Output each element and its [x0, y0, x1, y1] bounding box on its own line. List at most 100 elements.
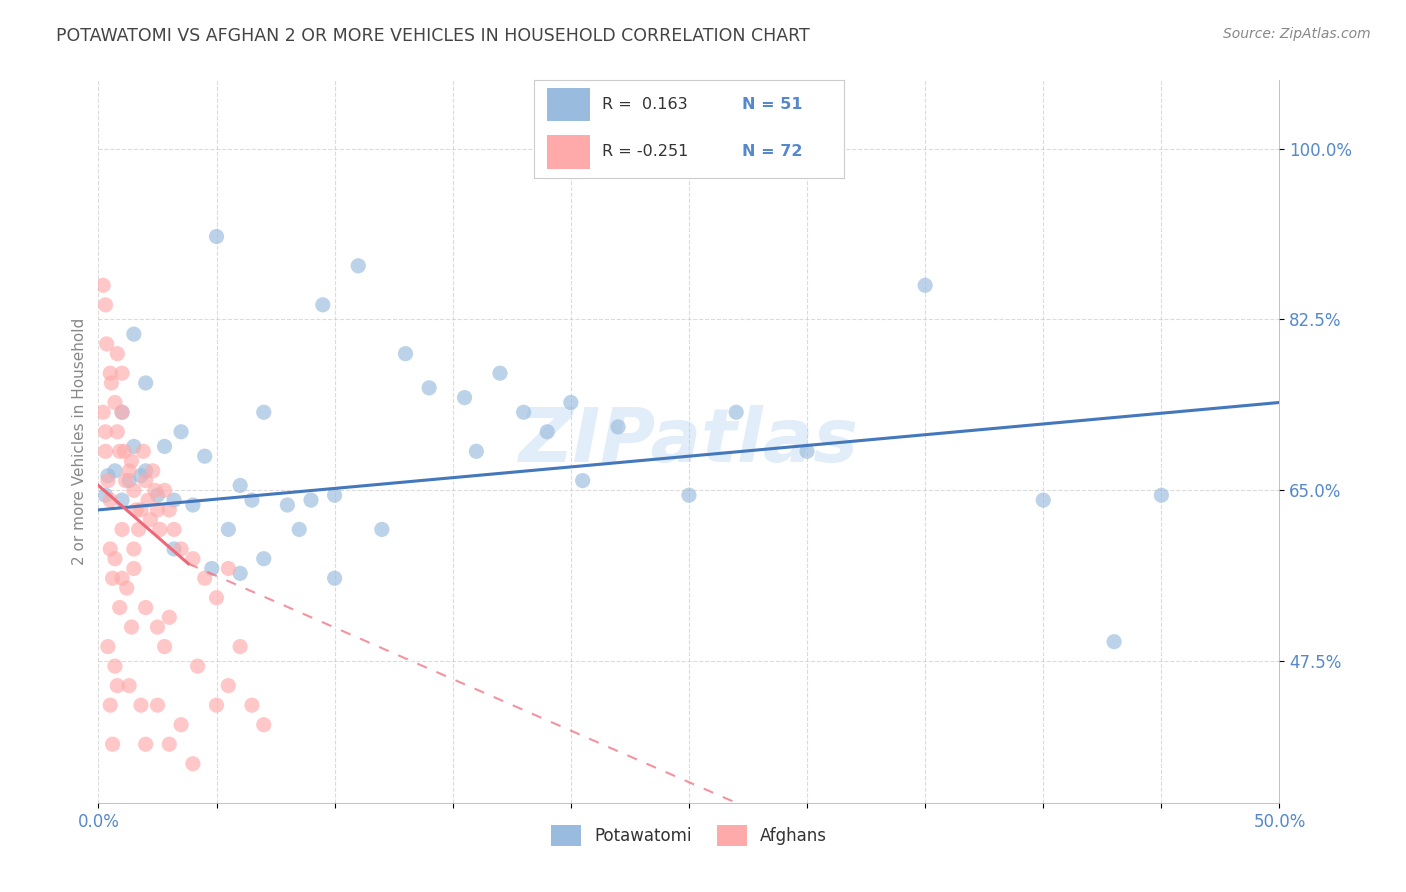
Point: [129, 503, 152, 517]
Point: [205, 229, 228, 244]
Point: [253, 717, 276, 731]
Point: [112, 444, 135, 458]
Point: [118, 474, 141, 488]
Point: [170, 541, 193, 556]
Point: [170, 425, 193, 439]
Point: [678, 488, 700, 502]
Point: [1102, 634, 1125, 648]
Point: [115, 581, 138, 595]
Point: [157, 610, 180, 624]
Point: [143, 483, 166, 498]
Point: [105, 425, 128, 439]
Point: [149, 523, 172, 537]
Legend: Potawatomi, Afghans: Potawatomi, Afghans: [544, 819, 834, 852]
Point: [122, 483, 145, 498]
Point: [229, 478, 252, 492]
Point: [98, 541, 121, 556]
Point: [91, 278, 114, 293]
Point: [111, 571, 134, 585]
Point: [98, 698, 121, 713]
Point: [240, 493, 263, 508]
Point: [118, 464, 141, 478]
Point: [560, 395, 582, 409]
Point: [157, 737, 180, 751]
Point: [98, 366, 121, 380]
Point: [111, 366, 134, 380]
Point: [253, 551, 276, 566]
Point: [571, 474, 593, 488]
Point: [194, 449, 217, 463]
Point: [205, 698, 228, 713]
Point: [128, 523, 150, 537]
Text: R = -0.251: R = -0.251: [602, 145, 689, 160]
Point: [288, 523, 311, 537]
Point: [94, 488, 117, 502]
Point: [104, 659, 127, 673]
Point: [101, 737, 124, 751]
Point: [122, 327, 145, 342]
Point: [136, 493, 159, 508]
Point: [104, 464, 127, 478]
Point: [135, 474, 157, 488]
Point: [453, 391, 475, 405]
Text: POTAWATOMI VS AFGHAN 2 OR MORE VEHICLES IN HOUSEHOLD CORRELATION CHART: POTAWATOMI VS AFGHAN 2 OR MORE VEHICLES …: [56, 27, 810, 45]
Point: [371, 523, 394, 537]
Point: [111, 405, 134, 419]
Point: [121, 620, 143, 634]
Text: ZIPatlas: ZIPatlas: [519, 405, 859, 478]
Text: N = 51: N = 51: [741, 97, 801, 112]
Point: [98, 493, 121, 508]
Point: [187, 659, 209, 673]
Point: [125, 503, 148, 517]
Point: [135, 376, 157, 390]
Point: [104, 551, 127, 566]
Y-axis label: 2 or more Vehicles in Household: 2 or more Vehicles in Household: [72, 318, 87, 566]
Text: N = 72: N = 72: [741, 145, 801, 160]
Point: [253, 405, 276, 419]
Point: [139, 513, 162, 527]
Point: [146, 503, 169, 517]
Point: [796, 444, 818, 458]
Point: [97, 474, 120, 488]
Point: [108, 600, 131, 615]
Point: [96, 337, 118, 351]
Point: [146, 488, 169, 502]
Point: [394, 346, 416, 360]
Point: [105, 346, 128, 360]
Point: [163, 493, 186, 508]
Point: [111, 523, 134, 537]
Point: [465, 444, 488, 458]
Point: [111, 405, 134, 419]
Point: [536, 425, 558, 439]
Point: [489, 366, 512, 380]
Text: R =  0.163: R = 0.163: [602, 97, 688, 112]
Point: [118, 679, 141, 693]
Point: [94, 298, 117, 312]
Point: [132, 444, 155, 458]
Point: [111, 493, 134, 508]
Point: [129, 698, 152, 713]
Point: [97, 640, 120, 654]
Bar: [547, 88, 591, 121]
Point: [217, 561, 239, 575]
Point: [100, 376, 122, 390]
Point: [1150, 488, 1173, 502]
Point: [163, 541, 186, 556]
Point: [229, 566, 252, 581]
Point: [914, 278, 936, 293]
Point: [135, 737, 157, 751]
Point: [122, 561, 145, 575]
Point: [194, 571, 217, 585]
Point: [97, 468, 120, 483]
Point: [418, 381, 440, 395]
Point: [217, 523, 239, 537]
Point: [122, 541, 145, 556]
Point: [217, 679, 239, 693]
Point: [153, 439, 176, 453]
Point: [146, 698, 169, 713]
Point: [323, 571, 346, 585]
Point: [512, 405, 534, 419]
Bar: [547, 136, 591, 169]
Point: [323, 488, 346, 502]
Point: [135, 600, 157, 615]
